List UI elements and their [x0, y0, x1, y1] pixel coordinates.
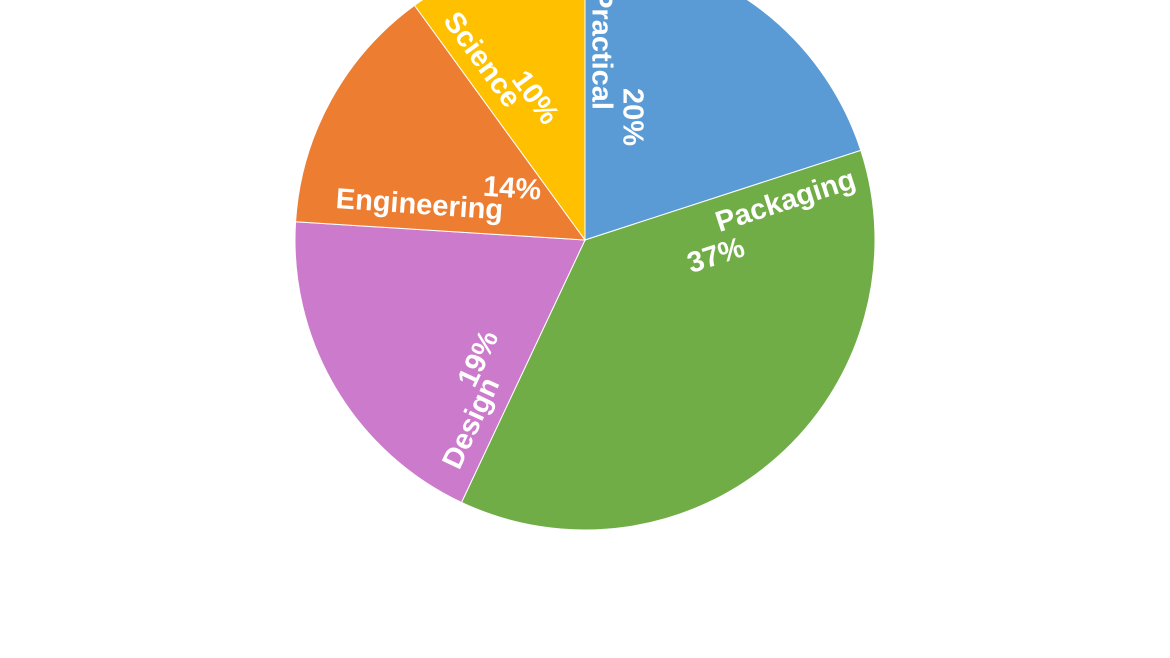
pie-slice [294, 221, 586, 504]
data-label: 14% [482, 171, 542, 207]
pie-slice [295, 4, 587, 241]
pie-slice [460, 149, 876, 531]
pie-slice [584, 0, 862, 241]
data-label: 20% [616, 88, 648, 146]
slice-label: Practical [585, 0, 617, 110]
pie-slice [413, 0, 586, 242]
